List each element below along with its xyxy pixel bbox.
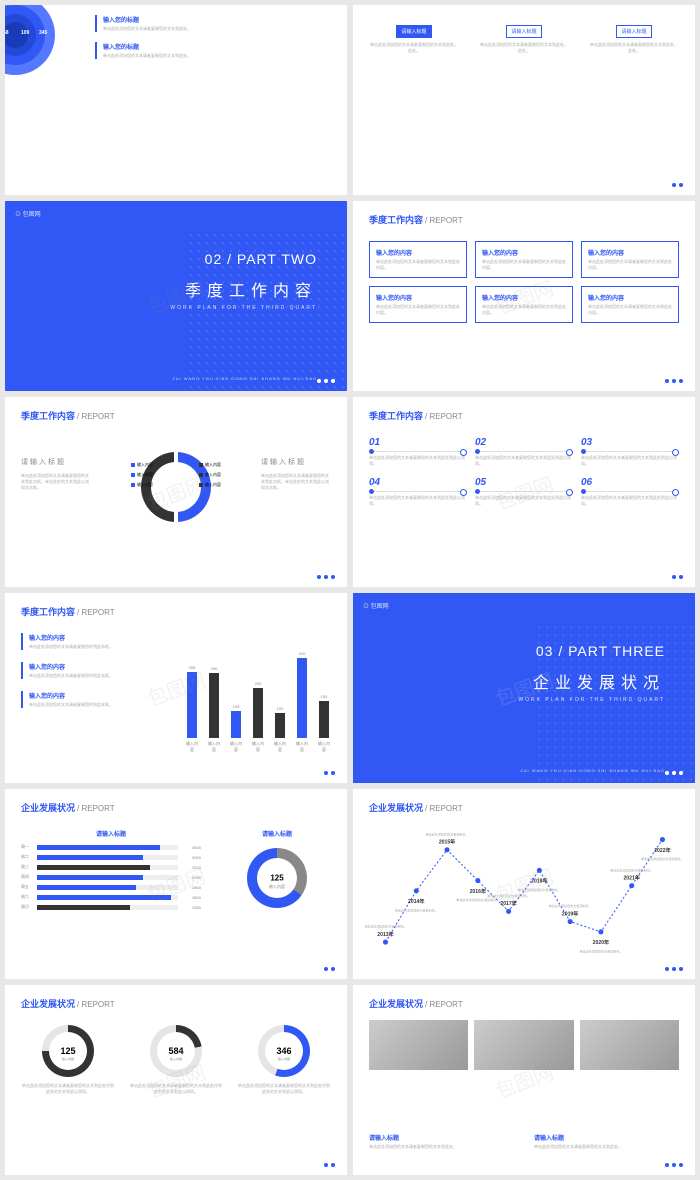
svg-text:2017年: 2017年 [500,900,516,907]
block-title: 输入您的标题 [103,15,337,24]
part-main-title: 季度工作内容 [170,277,317,301]
numbered-item: 02单击此处添加您的文本者复制您的文本到此处到此以浏同。 [475,437,573,467]
svg-text:2021年: 2021年 [623,875,639,882]
svg-text:单击此处添加您的文者复制处。: 单击此处添加您的文者复制处。 [610,867,653,872]
part-subtitle: WORK PLAN FOR THE THIRD QUART [170,305,317,311]
slide-three-buttons: 请输入标题单击此处添加您的文本请者复制您的文本到此处。此处。 请输入标题单击此处… [353,5,695,195]
hbar-title: 请输入标题 [21,829,201,838]
timeline-chart: 2013年单击此处添加您的文者复制处。2014年单击此处添加您的文者复制处。20… [365,819,683,971]
numbered-item: 05单击此处添加您的文本者复制您的文本到此处到此以浏同。 [475,477,573,507]
numbered-item: 03单击此处添加您的文本者复制您的文本到此处到此以浏同。 [581,437,679,467]
block-desc: 单击此处添加您的文本请者复制您的文本到此处。 [103,53,337,59]
svg-text:单击此处添加您的文者复制处。: 单击此处添加您的文者复制处。 [395,907,438,912]
slide-bar-chart: 季度工作内容/ REPORT 输入您的内容单击此处添加您的文本请者复制您的到此本… [5,593,347,783]
slide-part-two: ⊙ 包图网 02 / PART TWO 季度工作内容 WORK PLAN FOR… [5,201,347,391]
image-placeholder [474,1020,573,1070]
content-box: 输入您的内容单击此处添加您的文本请者复制您的文本到此处内容。 [581,241,679,278]
content-box: 输入您的内容单击此处添加您的文本请者复制您的文本到此处内容。 [475,286,573,323]
bar: 150输入内容 [317,694,331,754]
image-placeholder [369,1020,468,1070]
svg-text:2020年: 2020年 [593,939,609,946]
horizontal-bar-chart: 周一3500 周二3000 周三3200 周四3000 周五2800 周六3800 周日26… [21,844,201,910]
slide-three-donuts: 企业发展状况/ REPORT 125输入内容单击此处添加您的文本请者复制您的文本… [5,985,347,1175]
content-box: 输入您的内容单击此处添加您的文本请者复制您的文本到此处内容。 [369,286,467,323]
hbar-row: 周五2800 [21,884,201,890]
donut-item: 125输入内容单击此处添加您的文本请者复制您的文本到此处作到此处的文本到此以浏同… [21,1025,115,1095]
slide-timeline: 企业发展状况/ REPORT 2013年单击此处添加您的文者复制处。2014年单… [353,789,695,979]
numbered-item: 06单击此处添加您的文本者复制您的文本到此处到此以浏同。 [581,477,679,507]
numbered-item: 04单击此处添加您的文本者复制您的文本到此处到此以浏同。 [369,477,467,507]
donut-chart: 125 输入内容 [247,848,307,908]
bar: 265输入内容 [185,665,199,753]
bar-chart: 265输入内容 260输入内容 109输入内容 200输入内容 100输入内容 320输入… [185,653,331,753]
donut-item: 584输入内容单击此处添加您的文本请者复制您的文本到此处作到此处的文本到此以浏同… [129,1025,223,1095]
section-title: 季度工作内容 [369,215,423,225]
right-title: 请输入标题 [261,457,331,467]
svg-text:2013年: 2013年 [377,931,393,938]
slide-donut-split: 季度工作内容/ REPORT 请输入标题单击此处添加您的文本请者复制您的文本到此… [5,397,347,587]
content-box: 输入您的内容单击此处添加您的文本请者复制您的文本到此处内容。 [475,241,573,278]
part-footer: ZAI WANG YOU XIAN GONG SHI SHANG WU HUI … [520,768,665,773]
slide-numbered-six: 季度工作内容/ REPORT 01单击此处添加您的文本者复制您的文本到此处到此以… [353,397,695,587]
block-title: 输入您的标题 [103,42,337,51]
content-box: 输入您的内容单击此处添加您的文本请者复制您的文本到此处内容。 [581,286,679,323]
slide-hbar-donut: 企业发展状况/ REPORT 请输入标题 周一3500周二3000周三3200周… [5,789,347,979]
hbar-row: 周一3500 [21,844,201,850]
svg-text:2016年: 2016年 [470,888,486,895]
hbar-row: 周三3200 [21,864,201,870]
slide-concentric: 2068109345 输入您的标题单击此处添加您的文本请者复制您的文本到此处。 … [5,5,347,195]
donut-item: 346输入内容单击此处添加您的文本请者复制您的文本到此处作到此处的文本到此以浏同… [237,1025,331,1095]
bar: 200输入内容 [251,681,265,753]
part-main-title: 企业发展状况 [518,669,665,693]
svg-text:单击此处添加您的文者复制处。: 单击此处添加您的文者复制处。 [641,856,683,861]
svg-text:2014年: 2014年 [408,898,424,905]
svg-text:单击此处添加您的文者复制处。: 单击此处添加您的文者复制处。 [487,893,530,898]
part-footer: ZAI WANG YOU XIAN GONG SHI SHANG WU HUI … [172,376,317,381]
bar: 260输入内容 [207,666,221,753]
left-title: 请输入标题 [21,457,91,467]
svg-text:2015年: 2015年 [439,839,455,846]
logo: ⊙ 包图网 [363,601,389,610]
svg-text:2022年: 2022年 [654,847,670,854]
image-placeholder [580,1020,679,1070]
logo: ⊙ 包图网 [15,209,41,218]
part-subtitle: WORK PLAN FOR THE THIRD QUART [518,697,665,703]
part-number: 02 / PART TWO [170,251,317,267]
bar: 109输入内容 [229,704,243,753]
bar: 100输入内容 [273,706,287,753]
hbar-row: 周二3000 [21,854,201,860]
slide-part-three: ⊙ 包图网 03 / PART THREE 企业发展状况 WORK PLAN F… [353,593,695,783]
svg-text:单击此处添加您的文者复制处。: 单击此处添加您的文者复制处。 [426,831,469,836]
donut-title: 请输入标题 [227,829,327,838]
svg-text:单击此处添加您的文者复制处。: 单击此处添加您的文者复制处。 [549,903,592,908]
svg-text:单击此处添加您的文者复制处。: 单击此处添加您的文者复制处。 [365,924,407,929]
svg-text:2018年: 2018年 [531,878,547,885]
bar: 320输入内容 [295,651,309,753]
block-desc: 单击此处添加您的文本请者复制您的文本到此处。 [103,26,337,32]
slide-images: 企业发展状况/ REPORT 请输入标题单击此处添加您的文本请者复制您的文本到此… [353,985,695,1175]
title-btn: 请输入标题 [616,25,651,38]
slide-six-boxes: 季度工作内容/ REPORT 输入您的内容单击此处添加您的文本请者复制您的文本到… [353,201,695,391]
part-number: 03 / PART THREE [518,643,665,659]
svg-text:单击此处添加您的文者复制处。: 单击此处添加您的文者复制处。 [518,887,561,892]
numbered-item: 01单击此处添加您的文本者复制您的文本到此处到此以浏同。 [369,437,467,467]
svg-text:单击此处添加您的文者复制处。: 单击此处添加您的文者复制处。 [579,948,622,953]
content-box: 输入您的内容单击此处添加您的文本请者复制您的文本到此处内容。 [369,241,467,278]
hbar-row: 周日2650 [21,904,201,910]
title-btn: 请输入标题 [396,25,431,38]
svg-text:2019年: 2019年 [562,910,578,917]
title-btn: 请输入标题 [506,25,541,38]
hbar-row: 周六3800 [21,894,201,900]
hbar-row: 周四3000 [21,874,201,880]
